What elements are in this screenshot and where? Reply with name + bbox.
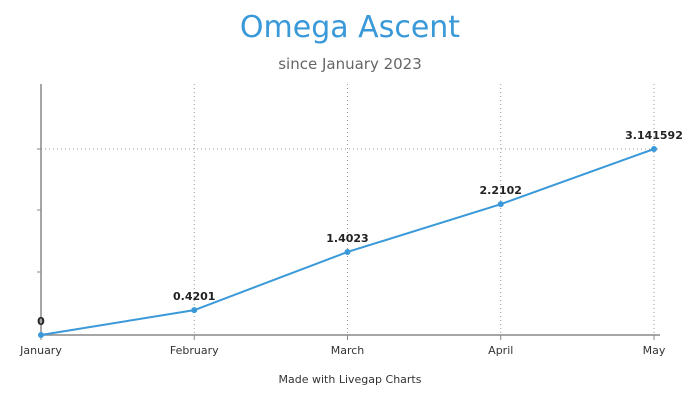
x-tick-label: April	[488, 344, 513, 357]
data-point	[651, 145, 657, 152]
chart-subtitle: since January 2023	[278, 55, 422, 73]
x-tick-label: May	[643, 344, 666, 357]
data-label: 2.2102	[480, 184, 522, 197]
x-tick-labels: January February March April May	[19, 344, 666, 357]
data-label: 0	[37, 315, 45, 328]
chart-title: Omega Ascent	[239, 10, 461, 45]
axes	[37, 84, 660, 340]
data-point	[497, 201, 504, 208]
data-point	[191, 307, 198, 314]
credit-text: Made with Livegap Charts	[278, 373, 422, 386]
data-label: 3.141592	[625, 129, 683, 142]
data-label: 1.4023	[326, 232, 368, 245]
x-tick-label: January	[19, 344, 62, 357]
data-labels: 0 0.4201 1.4023 2.2102 3.141592	[37, 129, 683, 328]
data-point	[344, 248, 351, 255]
x-tick-label: March	[331, 344, 365, 357]
data-label: 0.4201	[173, 290, 215, 303]
series	[38, 145, 657, 338]
x-tick-label: February	[170, 344, 219, 357]
data-point	[38, 332, 44, 338]
grid-lines	[41, 84, 660, 335]
